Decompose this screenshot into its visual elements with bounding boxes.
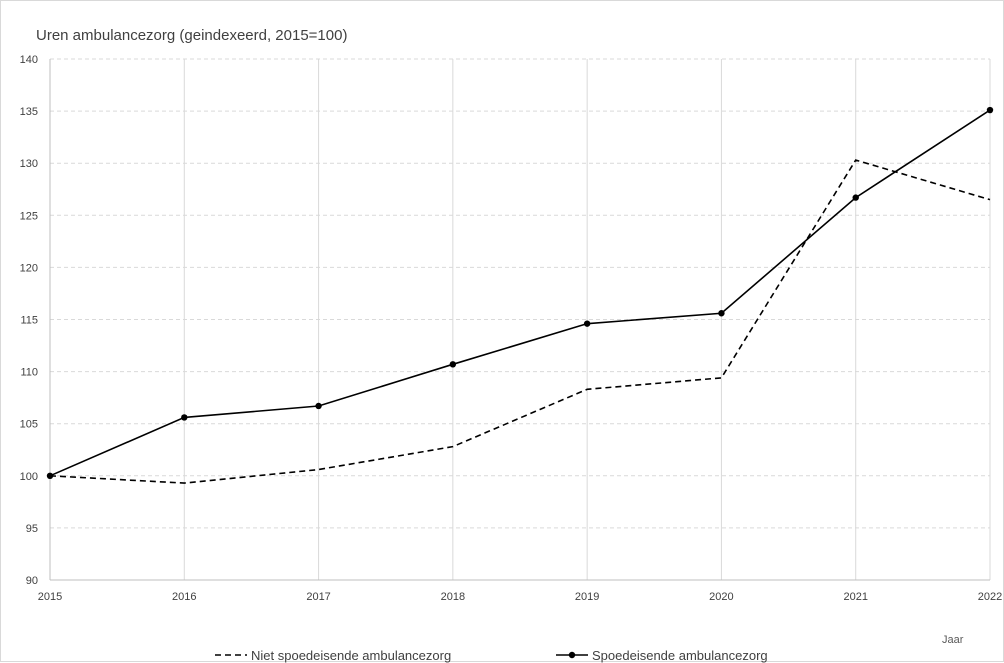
y-tick-label: 125	[20, 210, 38, 222]
series-line-2	[49, 109, 991, 477]
x-tick-label: 2017	[306, 591, 330, 603]
legend-marker	[568, 651, 576, 659]
y-tick-label: 110	[20, 367, 38, 379]
y-tick-label: 140	[20, 54, 38, 66]
data-point	[718, 310, 725, 317]
y-tick-label: 95	[26, 523, 38, 535]
legend: Niet spoedeisende ambulancezorg Spoedeise…	[215, 648, 768, 663]
x-tick-label: 2015	[38, 591, 62, 603]
data-point	[852, 194, 859, 201]
x-tick-label: 2018	[441, 591, 465, 603]
legend-label-1: Niet spoedeisende ambulancezorg	[251, 648, 451, 663]
chart-title: Uren ambulancezorg (geindexeerd, 2015=10…	[36, 27, 347, 44]
x-axis-label: Jaar	[942, 634, 964, 646]
y-tick-label: 115	[20, 315, 38, 327]
axes	[49, 59, 990, 581]
data-point	[583, 320, 591, 327]
data-point	[46, 472, 54, 479]
grid-lines	[50, 58, 991, 580]
y-tick-label: 120	[20, 262, 38, 274]
y-tick-label: 90	[26, 575, 38, 587]
x-tick-label: 2022	[978, 591, 1002, 603]
data-point	[449, 361, 457, 368]
x-tick-label: 2016	[172, 591, 196, 603]
y-tick-label: 100	[20, 471, 38, 483]
y-tick-label: 135	[20, 106, 38, 118]
y-tick-label: 105	[20, 419, 38, 431]
x-tick-label: 2019	[575, 591, 599, 603]
data-point	[181, 414, 188, 421]
data-point	[315, 402, 322, 410]
series-line-1	[49, 159, 991, 484]
y-tick-label: 130	[20, 158, 38, 170]
x-tick-label: 2021	[843, 591, 867, 603]
x-tick-label: 2020	[709, 591, 733, 603]
tick-labels: 90 95 100 105 110 115 120 125 130 135 140 2015 2016 2…	[20, 54, 1003, 603]
data-point	[986, 106, 994, 114]
legend-label-2: Spoedeisende ambulancezorg	[592, 648, 768, 663]
series-lines	[46, 106, 994, 484]
